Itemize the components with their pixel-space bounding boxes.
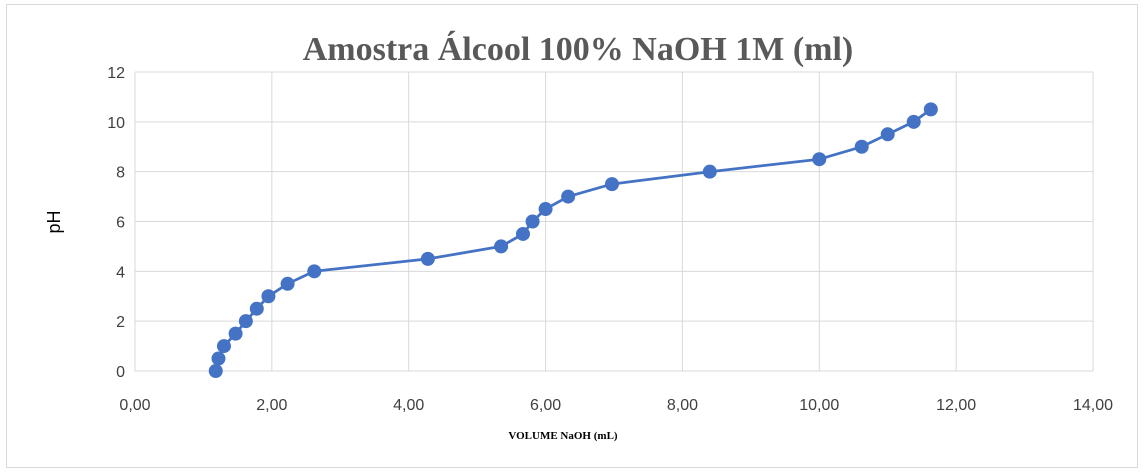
- chart-title: Amostra Álcool 100% NaOH 1M (ml): [303, 31, 854, 68]
- x-tick-label: 0,00: [119, 397, 150, 414]
- data-point: [515, 226, 530, 241]
- x-tick-label: 12,00: [936, 397, 976, 414]
- data-point: [208, 364, 223, 378]
- data-point: [216, 339, 231, 354]
- series-ph: [208, 102, 938, 378]
- data-point: [525, 214, 540, 229]
- data-point: [261, 289, 276, 304]
- data-point: [604, 177, 619, 192]
- y-tick-label: 6: [116, 215, 125, 232]
- data-point: [923, 102, 938, 117]
- data-point: [702, 164, 717, 179]
- data-point: [812, 152, 827, 167]
- data-point: [854, 139, 869, 154]
- y-axis-label: pH: [44, 210, 64, 233]
- data-point: [228, 326, 243, 341]
- x-tick-label: 14,00: [1073, 397, 1113, 414]
- data-point: [280, 276, 295, 291]
- y-axis-ticks: 0 2 4 6 8 10 12: [107, 65, 125, 381]
- x-axis-ticks: 0,00 2,00 4,00 6,00 8,00 10,00 12,00 14,00: [119, 397, 1113, 414]
- data-point: [211, 351, 226, 366]
- y-tick-label: 12: [107, 65, 125, 82]
- x-axis-label: VOLUME NaOH (mL): [508, 430, 617, 442]
- grid: [134, 71, 1094, 372]
- data-point: [420, 251, 435, 266]
- y-tick-label: 0: [116, 364, 125, 381]
- x-tick-label: 8,00: [667, 397, 698, 414]
- data-point: [538, 202, 553, 217]
- y-tick-label: 8: [116, 165, 125, 182]
- data-point: [880, 127, 895, 142]
- x-tick-label: 6,00: [530, 397, 561, 414]
- x-tick-label: 10,00: [799, 397, 839, 414]
- data-point: [238, 314, 253, 329]
- data-point: [249, 301, 264, 316]
- y-tick-label: 4: [116, 264, 125, 281]
- data-point: [494, 239, 509, 254]
- x-tick-label: 2,00: [256, 397, 287, 414]
- series-line: [214, 108, 932, 372]
- y-tick-label: 2: [116, 314, 125, 331]
- x-tick-label: 4,00: [393, 397, 424, 414]
- data-point: [561, 189, 576, 204]
- data-point: [906, 114, 921, 129]
- chart-frame: [6, 4, 1138, 468]
- y-tick-label: 10: [107, 115, 125, 132]
- data-point: [307, 264, 322, 279]
